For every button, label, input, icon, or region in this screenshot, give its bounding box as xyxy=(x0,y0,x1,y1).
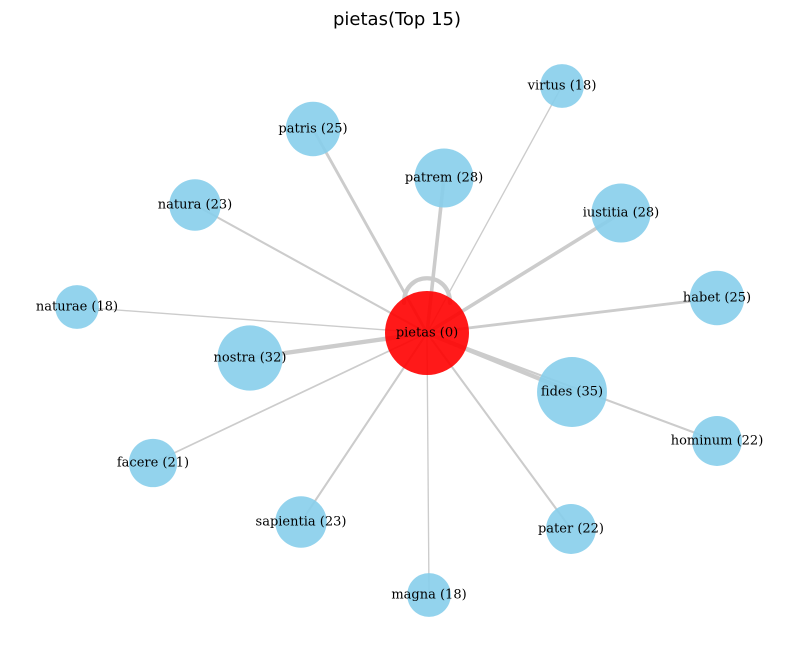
node-pater[interactable] xyxy=(546,504,596,554)
node-sapientia[interactable] xyxy=(275,496,327,548)
node-facere[interactable] xyxy=(128,438,178,488)
node-label-virtus: virtus (18) xyxy=(527,79,597,94)
node-patris[interactable] xyxy=(285,101,341,157)
node-patrem[interactable] xyxy=(414,148,474,208)
node-label-facere: facere (21) xyxy=(117,456,189,471)
node-label-center: pietas (0) xyxy=(396,326,458,341)
node-virtus[interactable] xyxy=(540,64,584,108)
edge-habet xyxy=(425,296,719,335)
node-label-natura: natura (23) xyxy=(158,198,233,213)
labels-layer: virtus (18) patris (25) patrem (28) iustiti… xyxy=(36,79,763,603)
node-label-magna: magna (18) xyxy=(391,588,466,603)
node-label-patris: patris (25) xyxy=(278,122,347,137)
node-habet[interactable] xyxy=(689,270,745,326)
node-label-pater: pater (22) xyxy=(538,522,604,537)
node-iustitia[interactable] xyxy=(591,183,651,243)
edge-naturae xyxy=(76,306,428,334)
node-naturae[interactable] xyxy=(55,285,99,329)
node-label-hominum: hominum (22) xyxy=(671,434,764,449)
node-label-naturae: naturae (18) xyxy=(36,300,118,315)
edge-facere xyxy=(152,332,428,464)
edge-magna xyxy=(426,332,430,596)
edge-natura xyxy=(193,203,429,335)
node-label-iustitia: iustitia (28) xyxy=(583,206,660,221)
nodes-layer xyxy=(55,64,745,617)
node-label-patrem: patrem (28) xyxy=(405,171,483,186)
node-label-nostra: nostra (32) xyxy=(214,351,287,366)
node-nostra[interactable] xyxy=(217,325,283,391)
node-label-sapientia: sapientia (23) xyxy=(256,515,347,530)
node-natura[interactable] xyxy=(169,179,221,231)
edge-self-loop xyxy=(401,276,453,306)
graph-title: pietas(Top 15) xyxy=(333,9,461,30)
node-label-fides: fides (35) xyxy=(541,385,603,400)
node-fides[interactable] xyxy=(537,357,607,427)
node-hominum[interactable] xyxy=(692,416,742,466)
node-magna[interactable] xyxy=(407,573,451,617)
node-center-pietas[interactable] xyxy=(385,291,469,375)
node-label-habet: habet (25) xyxy=(683,291,751,306)
